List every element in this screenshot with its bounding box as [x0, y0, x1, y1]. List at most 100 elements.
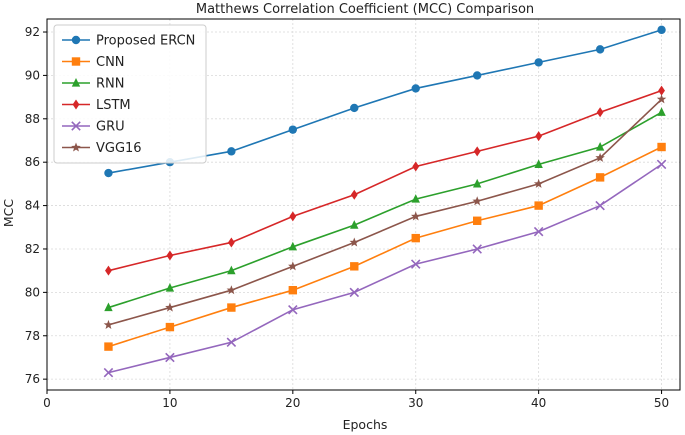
series-line-lstm: [108, 89, 662, 272]
data-point-lstm: [658, 85, 665, 96]
x-tick-label: 40: [531, 396, 546, 410]
data-point-lstm: [289, 211, 297, 222]
x-axis-title: Epochs: [343, 417, 388, 432]
y-tick-label: 78: [25, 329, 40, 343]
data-point-gru: [288, 304, 298, 315]
data-point-gru: [226, 337, 237, 348]
data-point-vgg16: [472, 196, 482, 206]
data-point-cnn: [350, 262, 359, 271]
legend-box: [53, 24, 207, 164]
y-tick-label: 82: [25, 242, 40, 256]
data-point-rnn: [165, 283, 175, 292]
data-point-proposed-ercn: [411, 84, 420, 93]
data-point-rnn: [657, 107, 666, 116]
series-lstm: [105, 85, 665, 276]
y-tick-label: 80: [25, 285, 40, 299]
data-point-vgg16: [165, 302, 175, 312]
data-point-gru: [410, 259, 421, 269]
x-tick-label: 20: [285, 396, 300, 410]
series-line-vgg16: [108, 98, 663, 326]
data-point-vgg16: [349, 237, 360, 247]
data-point-cnn: [595, 173, 605, 182]
data-point-lstm: [166, 250, 174, 261]
data-point-gru: [472, 244, 482, 254]
legend-entry-rnn: RNN: [62, 77, 124, 92]
series-vgg16: [103, 94, 667, 329]
x-tick-label: 10: [162, 396, 177, 410]
data-point-lstm: [596, 107, 604, 118]
data-point-rnn: [288, 241, 298, 251]
data-point-vgg16: [226, 285, 237, 295]
legend-marker: [71, 142, 81, 152]
data-point-rnn: [595, 142, 605, 151]
data-point-lstm: [227, 237, 235, 248]
data-point-cnn: [288, 285, 298, 295]
data-point-vgg16: [103, 319, 114, 329]
series-rnn: [104, 107, 666, 312]
data-point-lstm: [350, 189, 358, 200]
legend-entry-proposed-ercn: Proposed ERCN: [62, 34, 195, 49]
data-point-gru: [595, 200, 605, 211]
series-line-gru: [108, 163, 663, 374]
data-point-lstm: [412, 161, 420, 172]
data-point-cnn: [472, 216, 482, 225]
data-point-proposed-ercn: [657, 25, 666, 35]
data-point-cnn: [411, 233, 420, 243]
series-line-cnn: [108, 146, 662, 348]
legend-entry-gru: GRU: [62, 120, 125, 135]
legend-label: CNN: [96, 55, 125, 70]
data-point-rnn: [227, 265, 236, 275]
data-point-vgg16: [595, 152, 605, 162]
y-tick-label: 84: [25, 199, 40, 213]
data-point-rnn: [534, 159, 543, 168]
data-point-proposed-ercn: [534, 58, 543, 67]
x-tick-label: 50: [654, 396, 669, 410]
y-tick-label: 88: [25, 112, 40, 126]
axes: 0 10 20 30 40 50 76 78 80 82 84 86 88 90 92: [25, 18, 681, 410]
data-point-proposed-ercn: [350, 103, 359, 113]
data-point-gru: [349, 287, 360, 298]
data-point-rnn: [104, 302, 113, 312]
x-tick-label: 30: [408, 396, 423, 410]
legend-entry-lstm: LSTM: [62, 98, 131, 113]
data-point-cnn: [227, 303, 236, 312]
series-cnn: [104, 142, 666, 351]
data-point-vgg16: [410, 211, 421, 221]
legend-label: RNN: [96, 77, 124, 92]
data-point-gru: [103, 367, 114, 378]
x-tick-label: 0: [43, 396, 51, 410]
data-point-vgg16: [533, 178, 544, 188]
data-point-cnn: [165, 322, 175, 332]
legend: Proposed ERCN CNN RNN LSTM GRU VGG16: [53, 24, 207, 164]
data-point-proposed-ercn: [288, 125, 298, 134]
data-point-cnn: [104, 342, 113, 351]
data-point-lstm: [535, 131, 543, 142]
legend-marker: [71, 57, 81, 66]
data-point-vgg16: [288, 261, 298, 271]
data-point-proposed-ercn: [472, 71, 482, 80]
legend-entry-cnn: CNN: [62, 55, 125, 70]
data-point-rnn: [472, 178, 482, 188]
data-point-rnn: [350, 220, 359, 229]
series-gru: [103, 159, 667, 378]
data-point-lstm: [105, 265, 112, 276]
data-point-cnn: [534, 201, 543, 210]
y-tick-label: 90: [25, 68, 40, 82]
chart-title: Matthews Correlation Coefficient (MCC) C…: [196, 2, 534, 17]
data-point-proposed-ercn: [104, 168, 113, 178]
data-point-gru: [165, 352, 175, 363]
legend-marker: [71, 78, 81, 87]
data-point-lstm: [473, 146, 481, 157]
legend-marker: [71, 35, 81, 45]
legend-marker: [72, 99, 80, 110]
plot-frame: [46, 18, 681, 391]
y-axis-title: MCC: [1, 199, 16, 228]
legend-marker: [71, 121, 81, 131]
y-tick-label: 76: [25, 372, 40, 386]
legend-label: Proposed ERCN: [96, 34, 195, 49]
data-point-cnn: [657, 142, 666, 152]
legend-entry-vgg16: VGG16: [62, 141, 142, 156]
data-point-rnn: [411, 194, 420, 203]
data-point-proposed-ercn: [227, 147, 236, 156]
